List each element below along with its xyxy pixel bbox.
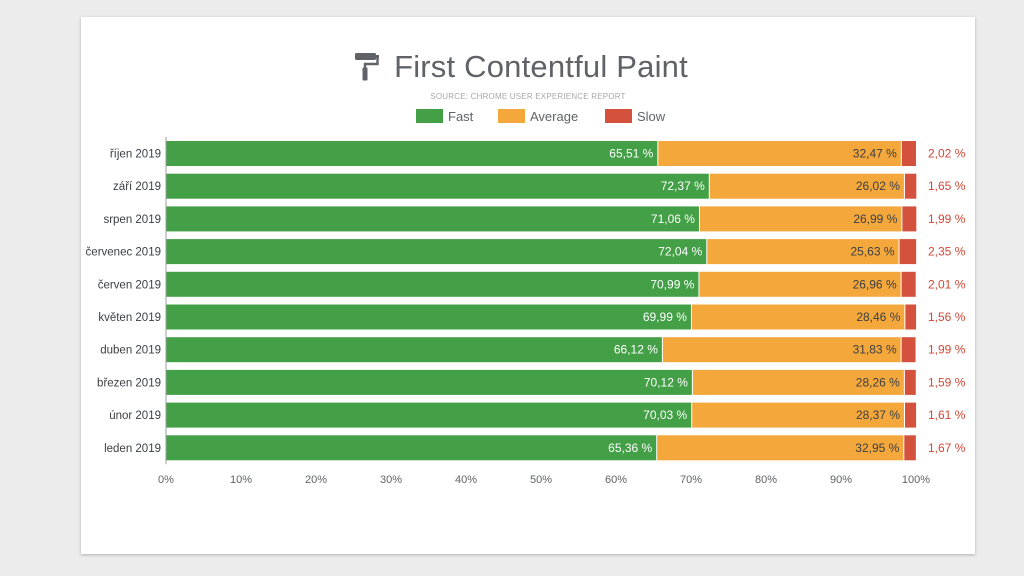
- bar-average: [657, 435, 904, 461]
- bar-slow: [904, 369, 916, 395]
- legend-label-slow: Slow: [637, 109, 666, 124]
- category-label: duben 2019: [100, 345, 161, 357]
- bar-average: [699, 271, 901, 297]
- data-label-average: 31,83 %: [853, 343, 897, 357]
- legend-label-fast: Fast: [448, 109, 474, 124]
- data-label-slow: 1,99 %: [928, 343, 966, 357]
- data-label-average: 28,37 %: [856, 408, 900, 422]
- bar-average: [691, 304, 905, 330]
- bar-slow: [899, 239, 917, 265]
- bar-average: [709, 173, 904, 199]
- category-label: leden 2019: [104, 443, 161, 455]
- data-label-fast: 65,36 %: [608, 441, 652, 455]
- data-label-average: 26,02 %: [856, 179, 900, 193]
- data-label-slow: 1,67 %: [928, 441, 966, 455]
- bar-fast: [166, 435, 657, 461]
- paint-roller-icon: [355, 53, 380, 81]
- data-label-average: 32,95 %: [855, 441, 899, 455]
- data-label-slow: 2,02 %: [928, 147, 966, 161]
- x-tick-label: 90%: [830, 474, 852, 486]
- bar-fast: [166, 304, 691, 330]
- data-label-slow: 1,65 %: [928, 179, 966, 193]
- bar-fast: [166, 337, 662, 363]
- bar-slow: [904, 173, 917, 199]
- data-label-fast: 72,37 %: [661, 179, 705, 193]
- category-label: září 2019: [113, 181, 161, 193]
- x-tick-label: 100%: [902, 474, 930, 486]
- bar-average: [707, 239, 899, 265]
- data-label-fast: 70,12 %: [644, 375, 688, 389]
- data-label-average: 25,63 %: [850, 245, 894, 259]
- x-tick-label: 20%: [305, 474, 327, 486]
- bar-slow: [901, 271, 916, 297]
- bar-slow: [904, 435, 916, 461]
- data-label-slow: 1,99 %: [928, 212, 966, 226]
- bar-fast: [166, 402, 692, 428]
- data-label-slow: 1,59 %: [928, 375, 966, 389]
- bar-fast: [166, 206, 699, 232]
- bar-average: [658, 141, 901, 166]
- data-label-average: 32,47 %: [853, 147, 897, 161]
- bar-slow: [901, 141, 916, 166]
- data-label-fast: 66,12 %: [614, 343, 658, 357]
- x-tick-label: 60%: [605, 474, 627, 486]
- data-label-slow: 1,56 %: [928, 310, 966, 324]
- legend-swatch-average: [498, 109, 525, 123]
- data-label-fast: 71,06 %: [651, 212, 695, 226]
- bar-average: [699, 206, 902, 232]
- category-label: únor 2019: [109, 410, 161, 422]
- bar-slow: [902, 206, 917, 232]
- data-label-fast: 69,99 %: [643, 310, 687, 324]
- legend-swatch-fast: [416, 109, 443, 123]
- bar-fast: [166, 271, 699, 297]
- category-label: červen 2019: [98, 279, 161, 291]
- legend-label-average: Average: [530, 109, 578, 124]
- data-label-slow: 2,35 %: [928, 245, 966, 259]
- chart-title: First Contentful Paint: [394, 49, 688, 84]
- bar-slow: [905, 304, 917, 330]
- data-label-slow: 1,61 %: [928, 408, 966, 422]
- x-tick-label: 0%: [158, 474, 174, 486]
- x-tick-label: 30%: [380, 474, 402, 486]
- category-label: červenec 2019: [86, 247, 161, 259]
- bar-fast: [166, 141, 658, 166]
- x-tick-label: 10%: [230, 474, 252, 486]
- category-label: březen 2019: [97, 377, 161, 389]
- category-label: srpen 2019: [103, 214, 161, 226]
- x-tick-label: 80%: [755, 474, 777, 486]
- data-label-fast: 70,99 %: [650, 277, 694, 291]
- title-row: First Contentful Paint: [81, 49, 975, 85]
- bar-slow: [901, 337, 916, 363]
- bar-fast: [166, 173, 709, 199]
- x-tick-label: 40%: [455, 474, 477, 486]
- bar-average: [692, 369, 904, 395]
- x-tick-label: 70%: [680, 474, 702, 486]
- legend-swatch-slow: [605, 109, 632, 123]
- category-label: říjen 2019: [110, 149, 161, 161]
- data-label-fast: 70,03 %: [643, 408, 687, 422]
- data-label-slow: 2,01 %: [928, 277, 966, 291]
- bar-slow: [905, 402, 917, 428]
- bar-fast: [166, 239, 707, 265]
- category-label: květen 2019: [98, 312, 161, 324]
- data-label-fast: 65,51 %: [609, 147, 653, 161]
- bar-average: [692, 402, 904, 428]
- data-label-average: 26,99 %: [853, 212, 897, 226]
- data-label-average: 26,96 %: [853, 277, 897, 291]
- bar-average: [662, 337, 901, 363]
- chart-subtitle: SOURCE: CHROME USER EXPERIENCE REPORT: [430, 92, 626, 101]
- data-label-average: 28,46 %: [856, 310, 900, 324]
- data-label-average: 28,26 %: [856, 375, 900, 389]
- bar-fast: [166, 369, 692, 395]
- data-label-fast: 72,04 %: [658, 245, 702, 259]
- x-tick-label: 50%: [530, 474, 552, 486]
